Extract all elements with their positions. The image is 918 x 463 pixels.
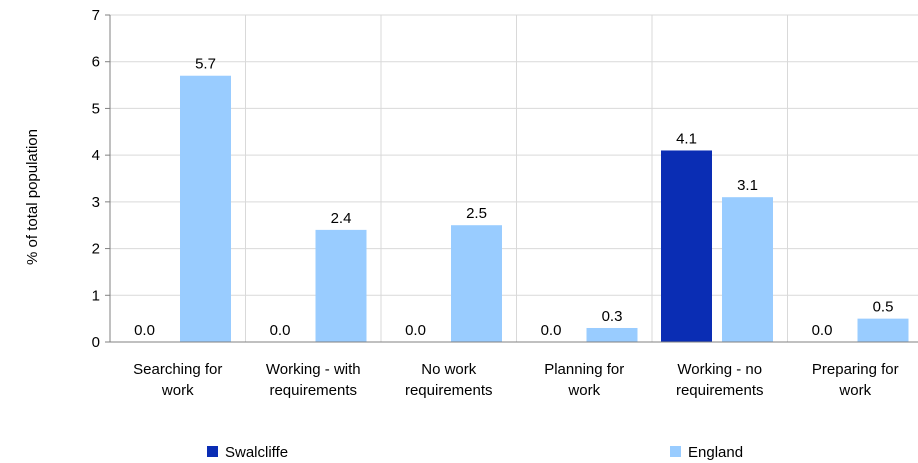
data-label: 0.0	[812, 322, 833, 339]
data-label: 0.5	[873, 299, 894, 316]
y-tick-label: 4	[92, 147, 100, 164]
y-tick-label: 7	[92, 7, 100, 24]
data-label: 0.3	[602, 308, 623, 325]
bar-england	[586, 327, 638, 342]
x-category-label: requirements	[405, 382, 493, 399]
data-label: 0.0	[541, 322, 562, 339]
x-category-label: Planning for	[544, 361, 624, 378]
bar-swalcliffe	[661, 150, 712, 342]
data-label: 4.1	[676, 130, 697, 147]
bar-england	[315, 229, 367, 342]
legend: Swalcliffe England	[207, 444, 743, 461]
x-category-label: Preparing for	[812, 361, 899, 378]
x-category-label: work	[161, 382, 194, 399]
x-category-label: work	[838, 382, 871, 399]
data-label: 3.1	[737, 177, 758, 194]
y-axis-title: % of total population	[24, 129, 41, 265]
x-category-label: No work	[421, 361, 477, 378]
bar-england	[722, 197, 773, 342]
y-tick-label: 3	[92, 194, 100, 211]
x-category-label: requirements	[676, 382, 764, 399]
x-category-label: Working - no	[677, 361, 762, 378]
bar-england	[451, 225, 502, 342]
y-tick-label: 6	[92, 54, 100, 71]
x-category-label: Searching for	[133, 361, 222, 378]
bars	[180, 75, 909, 342]
legend-label-swalcliffe: Swalcliffe	[225, 444, 288, 461]
labels: 0 1 2 3 4 5 6 7 0.0 0.0 0.0 0.0 4.1 0.0 5.7 2.4 2.5 0.3 3.…	[92, 7, 899, 399]
legend-label-england: England	[688, 444, 743, 461]
gridlines	[110, 14, 918, 342]
data-label: 5.7	[195, 56, 216, 73]
data-label: 0.0	[405, 322, 426, 339]
data-label: 0.0	[270, 322, 291, 339]
legend-swatch-swalcliffe	[207, 446, 218, 457]
y-tick-label: 0	[92, 334, 100, 351]
y-tick-label: 1	[92, 287, 100, 304]
y-tick-label: 2	[92, 241, 100, 258]
x-category-label: Working - with	[266, 361, 361, 378]
x-category-label: work	[567, 382, 600, 399]
bar-england	[180, 75, 231, 342]
legend-swatch-england	[670, 446, 681, 457]
data-label: 2.4	[331, 210, 352, 227]
bar-england	[857, 318, 909, 342]
axes	[105, 14, 918, 343]
y-tick-label: 5	[92, 100, 100, 117]
data-label: 0.0	[134, 322, 155, 339]
x-category-label: requirements	[269, 382, 357, 399]
data-label: 2.5	[466, 205, 487, 222]
